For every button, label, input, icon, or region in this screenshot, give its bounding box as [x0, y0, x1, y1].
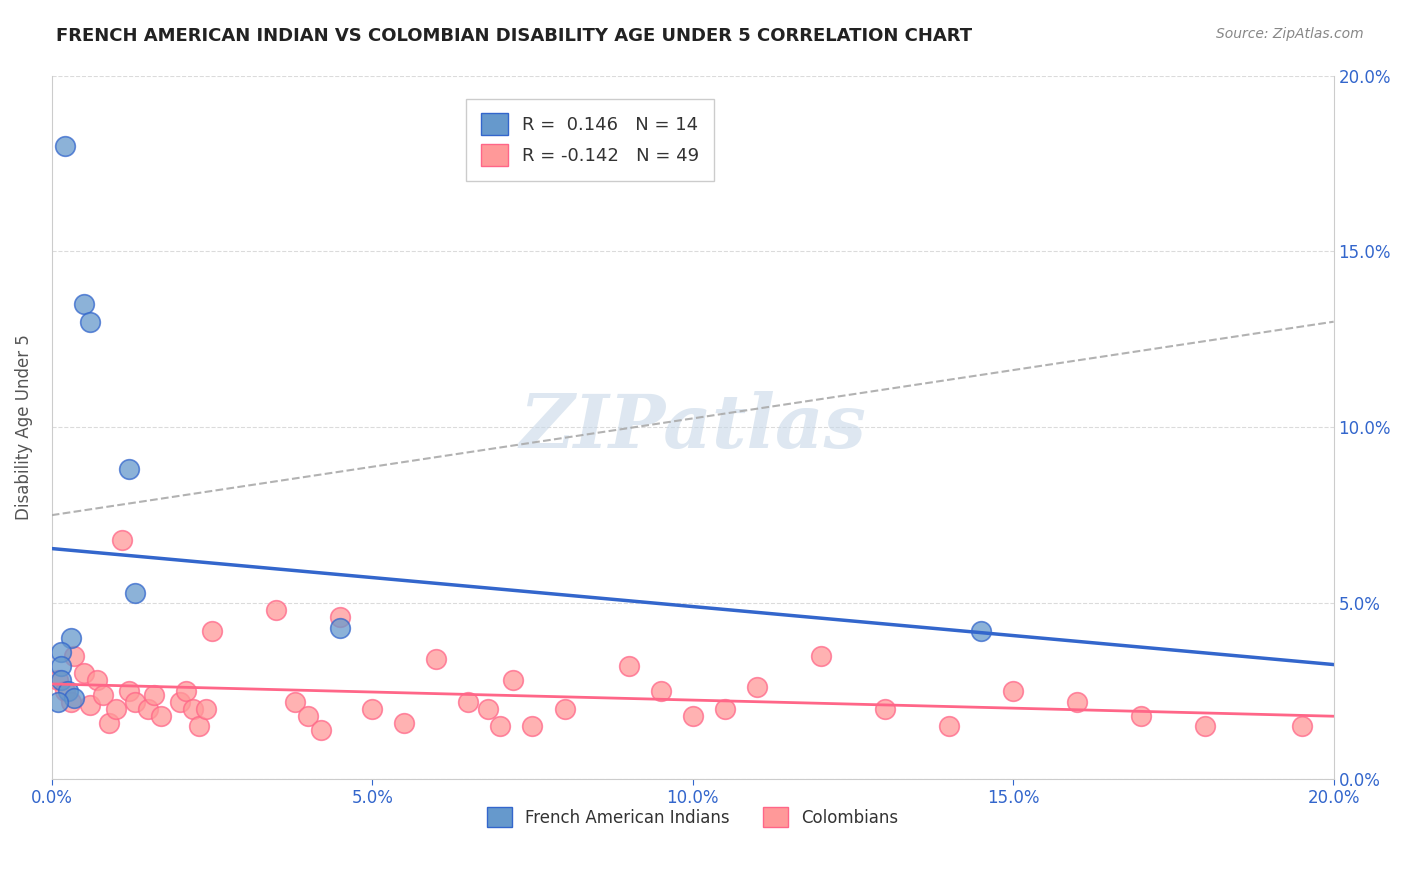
Point	[118, 462, 141, 476]
Point	[522, 719, 544, 733]
Point	[79, 698, 101, 712]
Point	[284, 694, 307, 708]
Point	[297, 708, 319, 723]
Point	[970, 624, 993, 639]
Point	[502, 673, 524, 688]
Point	[1194, 719, 1216, 733]
Point	[86, 673, 108, 688]
Y-axis label: Disability Age Under 5: Disability Age Under 5	[15, 334, 32, 520]
Point	[124, 694, 146, 708]
Point	[425, 652, 447, 666]
Point	[104, 701, 127, 715]
Point	[745, 681, 768, 695]
Point	[553, 701, 575, 715]
Point	[457, 694, 479, 708]
Point	[201, 624, 224, 639]
Point	[264, 603, 287, 617]
Point	[169, 694, 191, 708]
Point	[53, 139, 76, 153]
Point	[143, 688, 166, 702]
Point	[59, 632, 82, 646]
Point	[938, 719, 960, 733]
Point	[59, 694, 82, 708]
Point	[98, 715, 121, 730]
Point	[361, 701, 384, 715]
Point	[1066, 694, 1088, 708]
Legend: French American Indians, Colombians: French American Indians, Colombians	[481, 800, 905, 834]
Point	[63, 648, 86, 663]
Point	[477, 701, 499, 715]
Point	[73, 297, 96, 311]
Point	[91, 688, 114, 702]
Point	[51, 659, 73, 673]
Point	[53, 684, 76, 698]
Point	[329, 621, 352, 635]
Point	[309, 723, 332, 737]
Point	[176, 684, 198, 698]
Point	[650, 684, 672, 698]
Point	[713, 701, 735, 715]
Point	[1130, 708, 1153, 723]
Point	[394, 715, 416, 730]
Point	[1002, 684, 1025, 698]
Text: FRENCH AMERICAN INDIAN VS COLOMBIAN DISABILITY AGE UNDER 5 CORRELATION CHART: FRENCH AMERICAN INDIAN VS COLOMBIAN DISA…	[56, 27, 973, 45]
Point	[51, 673, 73, 688]
Point	[63, 691, 86, 706]
Text: Source: ZipAtlas.com: Source: ZipAtlas.com	[1216, 27, 1364, 41]
Point	[79, 315, 101, 329]
Point	[73, 666, 96, 681]
Point	[46, 694, 69, 708]
Point	[329, 610, 352, 624]
Point	[111, 533, 134, 547]
Point	[1291, 719, 1313, 733]
Text: ZIPatlas: ZIPatlas	[519, 391, 866, 464]
Point	[51, 645, 73, 659]
Point	[873, 701, 896, 715]
Point	[124, 585, 146, 599]
Point	[682, 708, 704, 723]
Point	[194, 701, 217, 715]
Point	[810, 648, 832, 663]
Point	[188, 719, 211, 733]
Point	[181, 701, 204, 715]
Point	[136, 701, 159, 715]
Point	[46, 673, 69, 688]
Point	[149, 708, 172, 723]
Point	[617, 659, 640, 673]
Point	[118, 684, 141, 698]
Point	[489, 719, 512, 733]
Point	[56, 684, 79, 698]
